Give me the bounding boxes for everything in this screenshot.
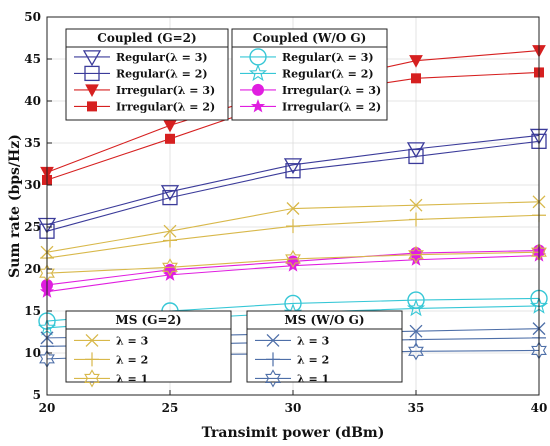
legend-swatch-marker xyxy=(87,101,97,112)
data-point xyxy=(165,133,175,144)
legend-swatch-marker xyxy=(266,352,280,367)
plot-frame xyxy=(46,16,540,396)
legend-entry-label: λ = 3 xyxy=(116,334,148,347)
x-tick-label: 20 xyxy=(39,401,56,415)
legend-box xyxy=(65,310,232,383)
legend-swatch-marker xyxy=(265,369,281,388)
legend-swatch-marker xyxy=(85,352,99,367)
y-tick-label: 25 xyxy=(24,220,41,234)
data-point xyxy=(160,185,180,202)
data-point xyxy=(163,224,177,238)
y-tick-label: 30 xyxy=(24,178,41,192)
legend-ms_g2: MS (G=2) λ = 3 λ = 2 λ = 1 xyxy=(65,310,232,388)
y-tick-label: 20 xyxy=(24,262,41,276)
legend-title: Coupled (W/O G) xyxy=(253,31,367,45)
series-ms_g2-8 xyxy=(40,195,546,259)
data-point xyxy=(408,245,424,264)
legend-swatch-marker xyxy=(84,65,100,82)
data-point xyxy=(162,258,178,277)
legend-entry-label: λ = 3 xyxy=(297,334,329,347)
legend-entry-label: Regular(λ = 2) xyxy=(282,67,374,80)
legend-title: MS (G=2) xyxy=(115,313,181,327)
data-point xyxy=(285,163,301,179)
data-point xyxy=(409,55,423,68)
legend-swatch-marker xyxy=(85,84,99,97)
y-tick-label: 15 xyxy=(24,304,41,318)
y-tick-label: 10 xyxy=(24,346,41,360)
series-line xyxy=(46,134,540,226)
legend-swatch-marker xyxy=(266,333,280,347)
legend-entry-label: Irregular(λ = 2) xyxy=(282,100,381,113)
legend-swatch-marker xyxy=(85,333,99,347)
x-tick-label: 40 xyxy=(531,401,548,415)
legend-swatch-marker xyxy=(82,50,102,67)
legend-entry-label: Irregular(λ = 3) xyxy=(282,84,381,97)
data-point xyxy=(406,298,426,317)
legend-title: Coupled (G=2) xyxy=(97,31,196,45)
x-tick-label: 25 xyxy=(162,401,179,415)
y-tick-label: 45 xyxy=(24,52,41,66)
data-point xyxy=(409,212,423,227)
legend-title: MS (W/O G) xyxy=(284,313,364,327)
data-point xyxy=(283,158,303,175)
x-tick-label: 35 xyxy=(408,401,425,415)
legend-entry-label: λ = 2 xyxy=(297,353,329,366)
data-point xyxy=(286,219,300,234)
legends: Coupled (G=2) Regular(λ = 3) Regular(λ = 2… xyxy=(65,28,403,388)
legend-swatch-marker xyxy=(252,83,264,96)
y-tick-label: 35 xyxy=(24,136,41,150)
legend-swatch-marker xyxy=(250,98,266,113)
legend-entry-label: Regular(λ = 2) xyxy=(116,67,208,80)
data-point xyxy=(163,233,177,248)
data-point xyxy=(409,198,423,212)
x-tick-label: 30 xyxy=(285,401,302,415)
y-tick-label: 50 xyxy=(24,10,41,24)
y-tick-label: 40 xyxy=(24,94,41,108)
data-point xyxy=(408,148,424,165)
legend-entry-label: Regular(λ = 3) xyxy=(116,51,208,64)
legend-swatch-marker xyxy=(84,369,100,388)
data-point xyxy=(411,73,421,84)
legend-coupled_g2: Coupled (G=2) Regular(λ = 3) Regular(λ = 2… xyxy=(65,28,229,121)
series-ms_g2-10 xyxy=(39,243,547,283)
legend-ms_wog: MS (W/O G) λ = 3 λ = 2 λ = 1 xyxy=(246,310,403,388)
tick-labels: 20 25 30 35 40 5 10 15 20 25 30 35 40 45 50 xyxy=(24,10,547,415)
y-axis-label: Sum rate (bps/Hz) xyxy=(7,134,23,278)
legend-entry-label: Irregular(λ = 3) xyxy=(116,84,215,97)
legend-entry-label: λ = 2 xyxy=(116,353,148,366)
legend-entry-label: Regular(λ = 3) xyxy=(282,51,374,64)
series-line xyxy=(46,140,540,232)
series-line xyxy=(46,251,540,274)
data-point xyxy=(286,202,300,215)
data-point xyxy=(285,249,301,269)
data-point xyxy=(285,258,301,272)
legend-coupled_wog: Coupled (W/O G) Regular(λ = 3) Regular(λ =… xyxy=(231,28,388,121)
x-axis-label: Transimit power (dBm) xyxy=(202,425,385,441)
legend-entry-label: λ = 1 xyxy=(297,372,329,385)
legend-swatch-marker xyxy=(248,63,268,82)
data-point xyxy=(408,342,424,361)
legend-entry-label: λ = 1 xyxy=(116,372,148,385)
y-tick-label: 5 xyxy=(33,388,41,402)
data-point xyxy=(162,189,178,206)
data-point xyxy=(409,324,423,338)
legend-entry-label: Irregular(λ = 2) xyxy=(116,100,215,113)
